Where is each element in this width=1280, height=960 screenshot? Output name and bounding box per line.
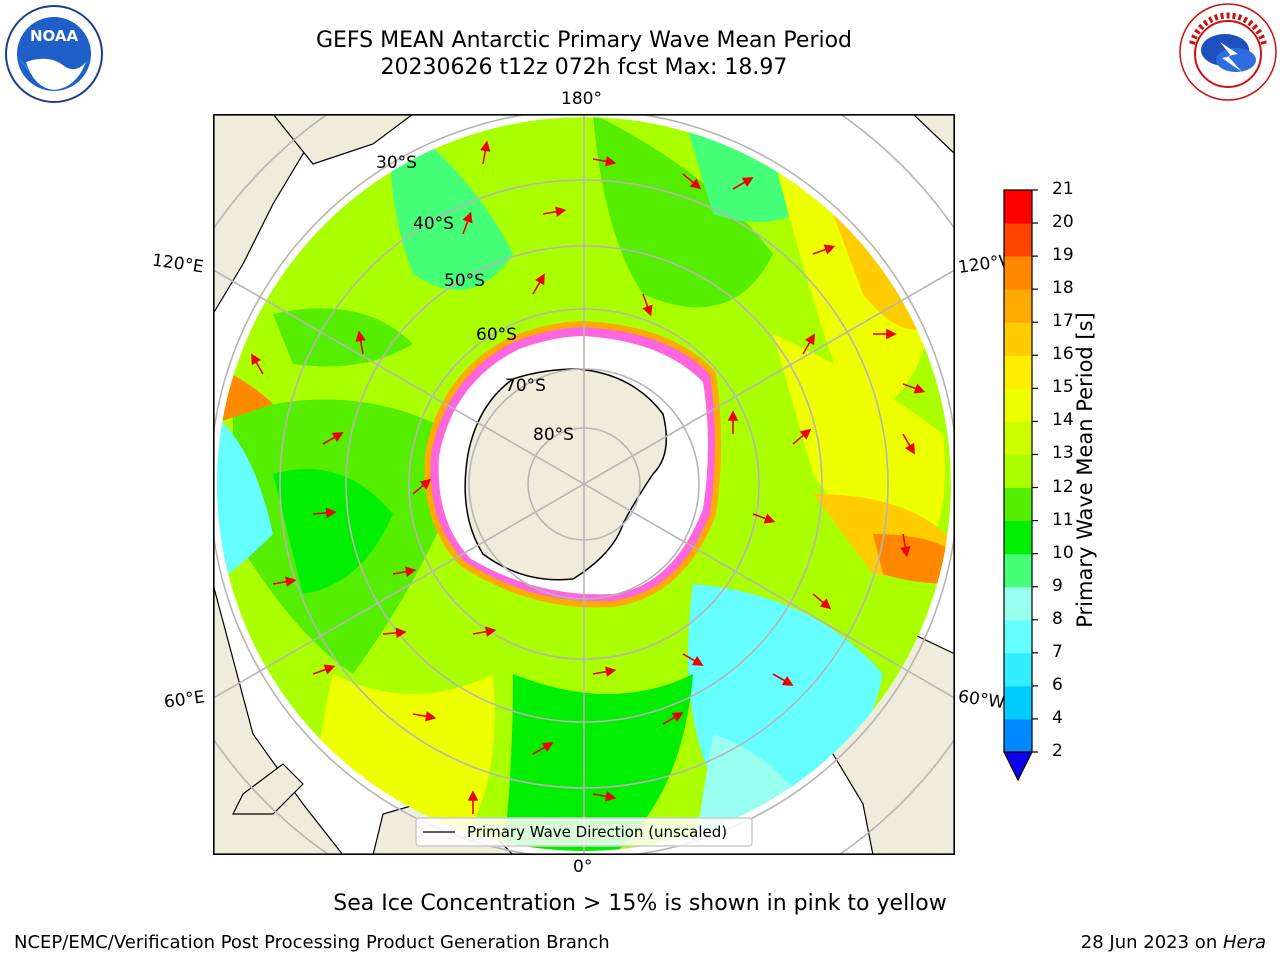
colorbar-tick-label: 15 [1052,377,1074,398]
colorbar-tick-label: 18 [1052,278,1074,299]
colorbar-tick-label: 11 [1052,509,1074,530]
colorbar-swatch [1004,586,1032,621]
map-frame [213,114,955,855]
colorbar-tick-label: 19 [1052,245,1074,266]
colorbar-tick-label: 13 [1052,443,1074,464]
lon-label-120e: 120°E [150,250,205,278]
nws-logo [1179,3,1277,101]
lat-label-40: 40°S [413,214,454,234]
colorbar-swatch [1004,520,1032,555]
chart-subtitle: 20230626 t12z 072h fcst Max: 18.97 [380,55,788,80]
colorbar-swatch [1004,652,1032,687]
antarctic-map: Primary Wave Direction (unscaled) [213,114,955,855]
colorbar-swatch [1004,487,1032,522]
colorbar-tick-label: 21 [1052,179,1074,199]
legend-label: Primary Wave Direction (unscaled) [467,823,727,841]
lon-label-0: 0° [573,857,593,877]
lat-label-70: 70°S [505,376,546,396]
colorbar-tick-label: 12 [1052,476,1074,497]
colorbar-swatch [1004,322,1032,356]
colorbar-tick-label: 7 [1052,641,1063,662]
colorbar-swatch [1004,289,1032,323]
lat-label-50: 50°S [444,271,485,291]
colorbar-swatch [1004,190,1032,224]
lon-label-180: 180° [561,89,602,109]
colorbar-swatch [1004,553,1032,588]
colorbar-swatch [1004,421,1032,455]
footer-branch: NCEP/EMC/Verification Post Processing Pr… [14,932,610,953]
colorbar-swatch [1004,619,1032,654]
chart-title: GEFS MEAN Antarctic Primary Wave Mean Pe… [315,28,853,53]
sea-ice-caption: Sea Ice Concentration > 15% is shown in … [333,891,947,916]
colorbar-swatch [1004,718,1032,753]
colorbar-swatch [1004,256,1032,290]
colorbar-swatch [1004,388,1032,422]
colorbar [1003,189,1038,782]
lat-label-80: 80°S [533,425,574,445]
lon-label-60e: 60°E [162,687,207,713]
colorbar-tick-label: 17 [1052,311,1074,332]
colorbar-tick-label: 4 [1052,707,1063,728]
colorbar-swatch [1004,454,1032,489]
colorbar-tick-label: 9 [1052,575,1063,596]
colorbar-tick-label: 10 [1052,542,1074,563]
lat-label-30: 30°S [376,153,417,173]
colorbar-tick-label: 6 [1052,674,1063,695]
footer-date-text: 28 Jun 2023 on [1080,932,1223,953]
colorbar-extend [1003,751,1033,782]
colorbar-tick-label: 2 [1052,741,1063,761]
colorbar-label: Primary Wave Mean Period [s] [1072,312,1097,628]
colorbar-tick-label: 20 [1052,212,1074,233]
footer-date: 28 Jun 2023 on Hera [1081,932,1266,953]
colorbar-swatch [1004,223,1032,257]
wave-direction-arrows [251,140,926,814]
graticule [213,114,955,855]
colorbar-tick-label: 8 [1052,608,1063,629]
colorbar-tick-label: 16 [1052,344,1074,365]
footer-host: Hera [1222,932,1266,953]
colorbar-tick-label: 14 [1052,410,1074,431]
map-legend: Primary Wave Direction (unscaled) [415,817,753,847]
lat-label-60: 60°S [476,325,517,345]
noaa-logo: NOAA [5,5,103,103]
colorbar-swatch [1004,685,1032,720]
colorbar-swatch [1004,355,1032,389]
noaa-logo-text: NOAA [30,27,79,45]
